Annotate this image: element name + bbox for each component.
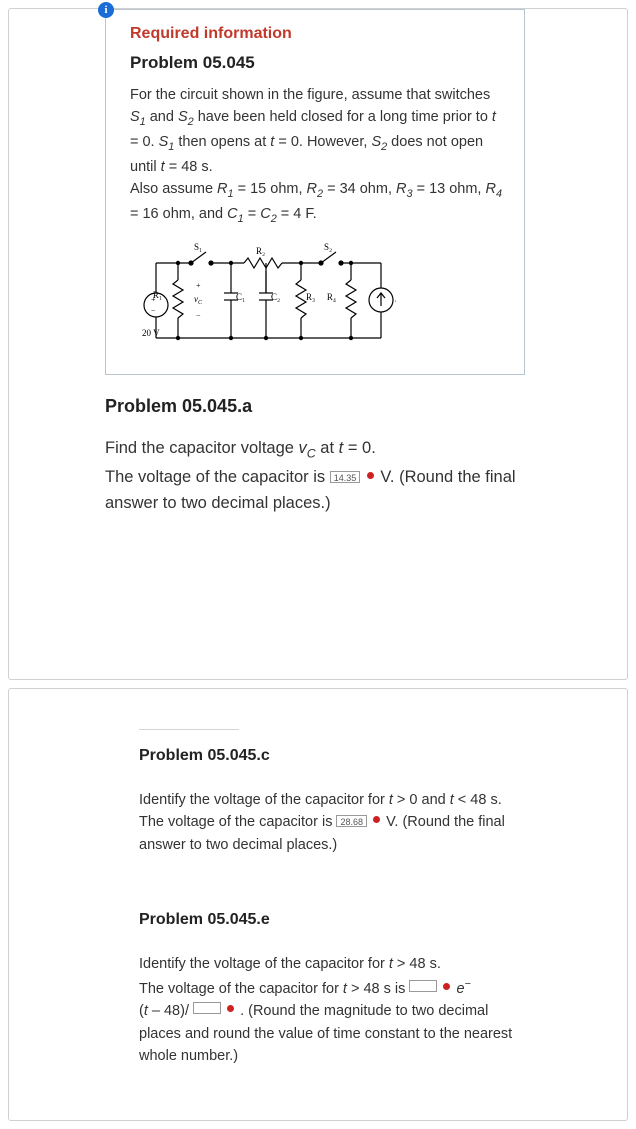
sym: S [371, 134, 381, 150]
text: = 4 F. [277, 206, 317, 222]
label: C₂ [271, 292, 280, 302]
text: = 0. [130, 134, 159, 150]
sym: C [307, 446, 316, 460]
text: then opens at [174, 134, 270, 150]
problem-card-2: Problem 05.045.c Identify the voltage of… [8, 688, 628, 1121]
text: and [146, 109, 178, 125]
answer-input-e2[interactable] [193, 1002, 221, 1014]
label: S₂ [324, 242, 332, 252]
text: Identify the voltage of the capacitor fo… [139, 792, 389, 808]
text: = 0. However, [274, 134, 371, 150]
sym: S [178, 109, 188, 125]
part-a-title: Problem 05.045.a [105, 393, 531, 419]
sym: R [396, 181, 406, 197]
answer-input-e1[interactable] [409, 980, 437, 992]
part-c-title: Problem 05.045.c [139, 744, 531, 767]
text: = 15 ohm, [234, 181, 307, 197]
label: + [196, 281, 201, 290]
sym: t [492, 109, 496, 125]
label: − [151, 306, 156, 315]
text: > 48 s is [347, 981, 409, 997]
part-c-body: Identify the voltage of the capacitor fo… [139, 789, 531, 856]
part-e-title: Problem 05.045.e [139, 908, 531, 931]
label: R₄ [327, 292, 336, 302]
part-c: Problem 05.045.c Identify the voltage of… [139, 729, 531, 857]
answer-input-a[interactable]: 14.35 [330, 471, 361, 483]
text: = 16 ohm, and [130, 206, 227, 222]
divider [139, 729, 239, 730]
text: The voltage of the capacitor is [105, 468, 330, 486]
status-dot-icon [227, 1005, 234, 1012]
required-info-box: i Required information Problem 05.045 Fo… [105, 9, 525, 375]
sym: R [307, 181, 317, 197]
status-dot-icon [367, 472, 374, 479]
status-dot-icon [373, 816, 380, 823]
text: = 34 ohm, [323, 181, 396, 197]
label: C₁ [236, 292, 245, 302]
text: Identify the voltage of the capacitor fo… [139, 956, 389, 972]
svg-text:vC: vC [194, 294, 203, 306]
text: The voltage of the capacitor is [139, 814, 336, 830]
text: The voltage of the capacitor for [139, 981, 343, 997]
sym: C [260, 206, 270, 222]
text: – 48)/ [148, 1003, 193, 1019]
label: R₃ [306, 292, 315, 302]
text: For the circuit shown in the figure, ass… [130, 87, 490, 103]
sym: C [227, 206, 237, 222]
sym: 4 [496, 188, 502, 200]
part-a-body: Find the capacitor voltage vC at t = 0. … [105, 435, 531, 517]
problem-card-1: i Required information Problem 05.045 Fo… [8, 8, 628, 680]
text: have been held closed for a long time pr… [194, 109, 492, 125]
text: = 48 s. [165, 159, 213, 175]
part-a: Problem 05.045.a Find the capacitor volt… [105, 393, 531, 517]
text: = [244, 206, 261, 222]
sym: R [486, 181, 496, 197]
label: − [196, 311, 201, 320]
problem-statement: For the circuit shown in the figure, ass… [130, 84, 504, 228]
required-label: Required information [130, 22, 504, 45]
text: = 13 ohm, [413, 181, 486, 197]
sym: S [159, 134, 169, 150]
label: 20 V [142, 328, 160, 338]
sym: e [456, 981, 464, 997]
text: Also assume [130, 181, 217, 197]
text: at [316, 439, 339, 457]
label: + [151, 295, 156, 304]
status-dot-icon [443, 983, 450, 990]
text: = 0. [343, 439, 376, 457]
text: > 0 and [393, 792, 450, 808]
label: C [198, 300, 203, 306]
part-e-body: Identify the voltage of the capacitor fo… [139, 953, 531, 1067]
label: S₁ [194, 242, 202, 252]
sym: v [299, 439, 307, 457]
text: Find the capacitor voltage [105, 439, 299, 457]
sym: S [130, 109, 140, 125]
info-icon: i [98, 2, 114, 18]
text: > 48 s. [393, 956, 441, 972]
sym: R [217, 181, 227, 197]
part-e: Problem 05.045.e Identify the voltage of… [139, 908, 531, 1067]
circuit-diagram: S₁ S₂ R₂ R₁ + vC − C₁ C₂ R₃ R₄ 4 A 20 V … [136, 238, 396, 358]
label: R₂ [256, 246, 265, 256]
text: < 48 s. [454, 792, 502, 808]
problem-title: Problem 05.045 [130, 51, 504, 76]
answer-input-c[interactable]: 28.68 [336, 815, 367, 827]
